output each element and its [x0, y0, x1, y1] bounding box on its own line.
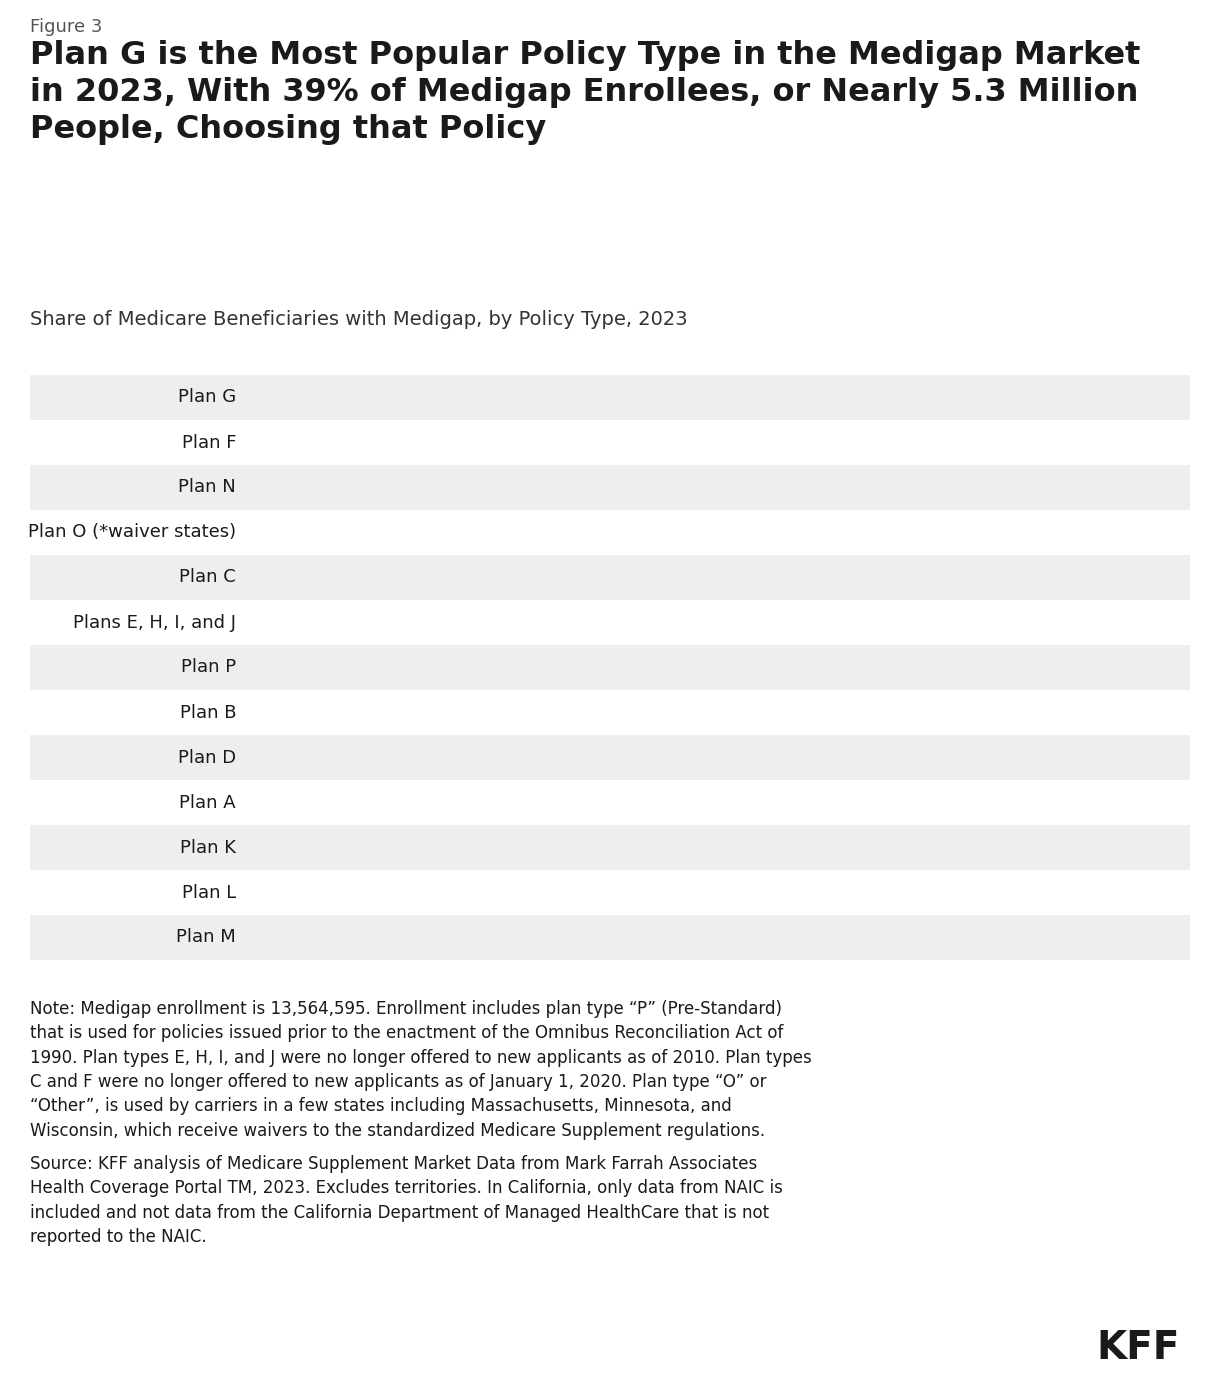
Bar — [30, 690, 1190, 735]
Bar — [248, 561, 304, 594]
Text: 1.04%: 1.04% — [277, 703, 329, 721]
Bar — [248, 470, 462, 504]
Bar — [248, 696, 271, 729]
Bar — [30, 509, 1190, 555]
Text: 0.43%: 0.43% — [264, 838, 316, 856]
Bar — [248, 515, 377, 550]
Text: Plans E, H, I, and J: Plans E, H, I, and J — [73, 614, 235, 632]
Bar — [248, 741, 265, 774]
Bar — [0, 690, 1190, 735]
Bar — [30, 780, 1190, 825]
Text: KFF: KFF — [1097, 1329, 1180, 1367]
Text: Plan G: Plan G — [178, 388, 235, 406]
Text: Plan B: Plan B — [179, 703, 235, 721]
Bar — [0, 644, 1190, 690]
Bar — [0, 735, 1190, 780]
Bar — [30, 465, 1190, 509]
Text: 10.04%: 10.04% — [259, 479, 334, 497]
Text: Plan P: Plan P — [181, 658, 235, 677]
Bar — [0, 780, 1190, 825]
Text: 2.40%: 2.40% — [306, 614, 359, 632]
Bar — [30, 735, 1190, 780]
Text: 0.79%: 0.79% — [271, 749, 323, 767]
Bar — [30, 555, 1190, 600]
Text: Plan C: Plan C — [179, 568, 235, 586]
Bar — [30, 915, 1190, 960]
Text: Plan M: Plan M — [176, 928, 235, 947]
Text: Plan N: Plan N — [178, 479, 235, 497]
Bar — [0, 825, 1190, 870]
Text: Plan F: Plan F — [182, 433, 235, 451]
Bar — [248, 380, 1080, 415]
Text: Plan G is the Most Popular Policy Type in the Medigap Market
in 2023, With 39% o: Plan G is the Most Popular Policy Type i… — [30, 40, 1141, 145]
Text: 35.96%: 35.96% — [259, 433, 334, 451]
Text: Plan A: Plan A — [179, 793, 235, 812]
Text: Plan O (*waiver states): Plan O (*waiver states) — [28, 523, 235, 541]
Bar — [248, 785, 260, 820]
Bar — [30, 420, 1190, 465]
Text: Plan L: Plan L — [182, 884, 235, 902]
Text: 1.06%: 1.06% — [277, 658, 329, 677]
Bar — [30, 870, 1190, 915]
Bar — [248, 650, 271, 685]
Bar — [248, 426, 1017, 459]
Bar — [0, 509, 1190, 555]
Text: 2.58%: 2.58% — [310, 568, 362, 586]
Text: 6.05%: 6.05% — [384, 523, 437, 541]
Text: 0.03%: 0.03% — [255, 928, 307, 947]
Bar — [30, 600, 1190, 644]
Bar — [0, 915, 1190, 960]
Text: Plan K: Plan K — [181, 838, 235, 856]
Bar — [0, 555, 1190, 600]
Bar — [0, 374, 1190, 420]
Bar — [0, 465, 1190, 509]
Text: Source: KFF analysis of Medicare Supplement Market Data from Mark Farrah Associa: Source: KFF analysis of Medicare Supplem… — [30, 1155, 783, 1246]
Bar — [248, 876, 253, 909]
Bar — [0, 870, 1190, 915]
Text: Figure 3: Figure 3 — [30, 18, 102, 36]
Text: Plan D: Plan D — [178, 749, 235, 767]
Bar — [30, 825, 1190, 870]
Bar — [0, 600, 1190, 644]
Bar — [248, 606, 299, 639]
Text: Note: Medigap enrollment is 13,564,595. Enrollment includes plan type “P” (Pre-S: Note: Medigap enrollment is 13,564,595. … — [30, 999, 811, 1140]
Text: 38.82%: 38.82% — [259, 388, 334, 406]
Text: 0.58%: 0.58% — [267, 793, 320, 812]
Bar — [30, 644, 1190, 690]
Bar — [30, 374, 1190, 420]
Text: 0.20%: 0.20% — [259, 884, 311, 902]
Bar — [248, 831, 257, 864]
Text: Share of Medicare Beneficiaries with Medigap, by Policy Type, 2023: Share of Medicare Beneficiaries with Med… — [30, 310, 688, 329]
Bar — [0, 420, 1190, 465]
